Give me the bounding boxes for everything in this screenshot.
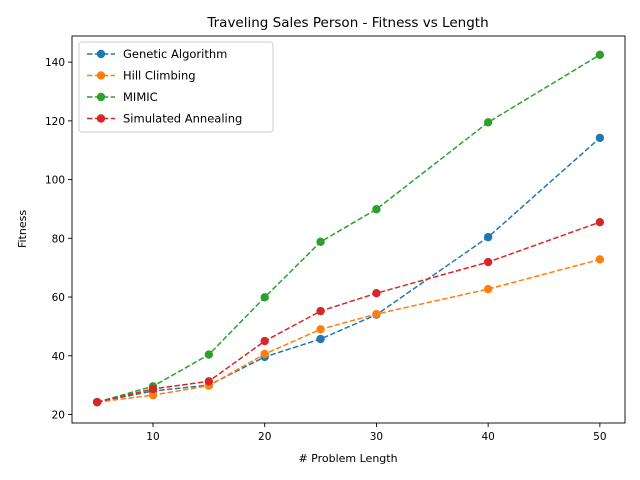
data-point-simulated-annealing: [483, 257, 493, 267]
plot-area: [92, 50, 605, 407]
y-tick-label: 80: [52, 233, 65, 245]
legend-label-genetic-algorithm: Genetic Algorithm: [123, 47, 227, 61]
data-point-simulated-annealing: [148, 384, 158, 394]
x-tick-label: 30: [370, 431, 383, 443]
data-point-hill-climbing: [148, 390, 158, 400]
data-point-hill-climbing: [372, 309, 381, 319]
chart-title: Traveling Sales Person - Fitness vs Leng…: [206, 15, 488, 31]
data-point-simulated-annealing: [260, 336, 269, 346]
data-point-genetic-algorithm: [316, 334, 325, 344]
legend: Genetic Algorithm Hill Climbing MIMIC Simul…: [78, 41, 274, 133]
x-tick-label: 40: [481, 431, 494, 443]
data-point-mimic: [260, 293, 269, 302]
data-point-simulated-annealing: [316, 306, 325, 316]
x-tick-label: 20: [258, 431, 271, 443]
data-point-mimic: [595, 50, 605, 59]
y-axis-ticks: 20 40 60 80 100 120 140: [45, 57, 72, 421]
legend-marker-genetic-algorithm: [96, 49, 106, 59]
data-point-hill-climbing: [595, 255, 605, 264]
legend-label-simulated-annealing: Simulated Annealing: [123, 112, 242, 126]
data-point-simulated-annealing: [595, 217, 605, 227]
y-tick-label: 40: [52, 351, 65, 363]
y-tick-label: 140: [45, 57, 65, 69]
legend-box: [78, 41, 274, 133]
y-tick-label: 120: [45, 116, 65, 128]
data-point-simulated-annealing: [372, 289, 381, 298]
data-point-mimic: [372, 205, 381, 214]
data-point-simulated-annealing: [92, 397, 102, 407]
series-line-simulated-annealing: [96, 221, 601, 403]
y-axis-label: Fitness: [16, 210, 29, 248]
y-tick-label: 100: [45, 175, 65, 187]
x-tick-label: 50: [593, 431, 606, 443]
data-point-hill-climbing: [483, 284, 493, 294]
series-line-mimic: [96, 54, 601, 403]
series-line-genetic-algorithm: [96, 137, 601, 403]
data-point-genetic-algorithm: [483, 232, 493, 242]
y-tick-label: 20: [52, 409, 65, 421]
legend-marker-hill-climbing: [96, 71, 106, 80]
series-line-hill-climbing: [97, 258, 601, 403]
data-point-hill-climbing: [260, 349, 269, 359]
data-point-mimic: [316, 237, 325, 247]
x-tick-label: 10: [146, 431, 159, 443]
legend-label-hill-climbing: Hill Climbing: [123, 69, 196, 83]
data-point-mimic: [483, 118, 493, 127]
legend-marker-simulated-annealing: [96, 114, 106, 123]
legend-marker-mimic: [96, 92, 106, 102]
data-point-simulated-annealing: [204, 377, 214, 386]
x-axis-label: # Problem Length: [298, 452, 397, 465]
axes-frame: [71, 35, 626, 424]
data-point-hill-climbing: [316, 325, 325, 334]
y-tick-label: 60: [52, 292, 65, 304]
data-point-genetic-algorithm: [595, 133, 605, 143]
data-point-mimic: [204, 350, 214, 359]
legend-label-mimic: MIMIC: [123, 90, 158, 104]
x-axis-ticks: 10 20 30 40 50: [146, 423, 607, 443]
